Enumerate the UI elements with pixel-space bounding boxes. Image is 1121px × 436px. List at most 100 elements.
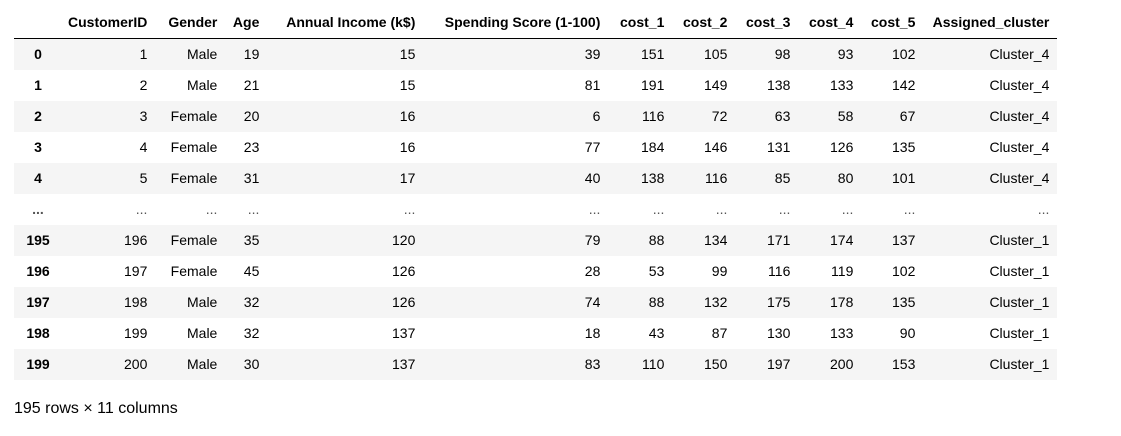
index-header xyxy=(14,6,62,39)
row-index: 197 xyxy=(26,294,50,310)
table-cell: ... xyxy=(841,201,854,217)
table-cell: 200 xyxy=(124,356,148,372)
table-cell: 134 xyxy=(704,232,728,248)
table-cell: Cluster_4 xyxy=(989,46,1050,63)
table-cell: ... xyxy=(715,201,728,217)
table-cell: 35 xyxy=(243,232,260,248)
header-row: CustomerID Gender Age Annual Income (k$) Spe… xyxy=(14,6,1058,39)
table-cell: Male xyxy=(187,356,218,372)
table-cell: 137 xyxy=(892,232,916,248)
table-cell: 30 xyxy=(243,356,260,372)
table-cell: 3 xyxy=(139,108,148,124)
table-cell: 153 xyxy=(892,356,916,372)
table-cell: 72 xyxy=(711,108,728,124)
table-cell: 79 xyxy=(584,232,601,248)
column-header: cost_2 xyxy=(672,6,736,39)
table-cell: ... xyxy=(588,201,601,217)
table-cell: 116 xyxy=(705,170,728,186)
table-cell: Cluster_4 xyxy=(989,108,1050,124)
table-row: 199 200 Male 30 137 83 110 150 197 200 153 Cluster_… xyxy=(14,348,1058,380)
table-cell: 120 xyxy=(392,232,416,248)
table-header: CustomerID Gender Age Annual Income (k$) Spe… xyxy=(14,6,1058,39)
table-cell: 132 xyxy=(704,294,728,310)
row-index: 3 xyxy=(34,139,42,155)
table-cell: 85 xyxy=(774,170,791,186)
table-cell: 88 xyxy=(648,232,665,248)
table-cell: 6 xyxy=(592,108,601,124)
table-cell: 133 xyxy=(830,325,854,341)
table-cell: 184 xyxy=(641,139,665,155)
table-cell: ... xyxy=(135,201,148,217)
table-row: 198 199 Male 32 137 18 43 87 130 133 90 Cluster_1 xyxy=(14,317,1058,349)
table-cell: 149 xyxy=(704,77,728,93)
table-cell: 98 xyxy=(774,46,791,63)
table-row: 0 1 Male 19 15 39 151 105 98 93 102 Cluster_4 xyxy=(14,38,1058,70)
table-cell: 101 xyxy=(892,170,916,186)
table-body: 0 1 Male 19 15 39 151 105 98 93 102 Cluster_4 1 2 Male… xyxy=(14,38,1058,380)
table-row: 1 2 Male 21 15 81 191 149 138 133 142 Cluster_4 xyxy=(14,69,1058,101)
table-cell: 93 xyxy=(837,46,854,63)
table-cell: 197 xyxy=(767,356,791,372)
table-cell: Female xyxy=(170,170,218,186)
table-cell: 130 xyxy=(767,325,791,341)
table-cell: Cluster_1 xyxy=(989,232,1050,248)
table-cell: 178 xyxy=(830,294,854,310)
row-index: 2 xyxy=(34,108,42,124)
table-cell: 17 xyxy=(399,170,416,186)
table-cell: 90 xyxy=(899,325,916,341)
table-cell: 15 xyxy=(399,46,416,63)
table-cell: ... xyxy=(778,201,791,217)
table-cell: Male xyxy=(187,325,218,341)
table-cell: 53 xyxy=(648,263,665,279)
table-cell: 116 xyxy=(642,108,665,124)
table-cell: 18 xyxy=(584,325,601,341)
table-cell: Male xyxy=(187,294,218,310)
table-row: 2 3 Female 20 16 6 116 72 63 58 67 Cluster_4 xyxy=(14,100,1058,132)
table-cell: 67 xyxy=(899,108,916,124)
table-cell: 16 xyxy=(399,139,416,155)
column-header: cost_4 xyxy=(798,6,862,39)
table-cell: 77 xyxy=(584,139,601,155)
table-cell: Female xyxy=(170,139,218,155)
table-cell: 196 xyxy=(124,232,148,248)
table-cell: ... xyxy=(205,201,218,217)
table-cell: 119 xyxy=(831,263,854,279)
table-cell: 191 xyxy=(641,77,665,93)
table-cell: Female xyxy=(170,263,218,279)
table-cell: 137 xyxy=(392,325,416,341)
table-cell: 199 xyxy=(124,325,148,341)
table-cell: 126 xyxy=(392,294,416,310)
table-cell: 137 xyxy=(392,356,416,372)
table-cell: 2 xyxy=(139,77,148,93)
table-cell: 102 xyxy=(892,46,916,63)
table-cell: Male xyxy=(187,77,218,93)
row-index: 0 xyxy=(34,46,42,63)
table-row: 197 198 Male 32 126 74 88 132 175 178 135 Cluster_1 xyxy=(14,286,1058,318)
table-cell: 146 xyxy=(704,139,728,155)
table-cell: 110 xyxy=(642,356,665,372)
row-index: 196 xyxy=(26,263,50,279)
table-cell: 45 xyxy=(243,263,260,279)
column-header: Annual Income (k$) xyxy=(267,6,424,39)
table-cell: 138 xyxy=(767,77,791,93)
column-header: cost_5 xyxy=(861,6,924,39)
table-cell: Cluster_1 xyxy=(989,325,1050,341)
table-cell: Female xyxy=(170,232,218,248)
table-cell: Cluster_1 xyxy=(989,356,1050,372)
table-cell: Male xyxy=(187,46,218,63)
table-cell: 200 xyxy=(830,356,854,372)
table-cell: 39 xyxy=(584,46,601,63)
table-cell: 19 xyxy=(243,46,260,63)
table-cell: 105 xyxy=(704,46,728,63)
table-cell: 80 xyxy=(837,170,854,186)
table-row: 4 5 Female 31 17 40 138 116 85 80 101 Cluster_4 xyxy=(14,162,1058,194)
table-cell: 31 xyxy=(243,170,260,186)
table-cell: 23 xyxy=(243,139,260,155)
table-cell: 150 xyxy=(704,356,728,372)
table-cell: 63 xyxy=(774,108,791,124)
table-cell: 1 xyxy=(139,46,148,63)
table-cell: 175 xyxy=(767,294,791,310)
table-cell: 32 xyxy=(243,294,260,310)
table-cell: 131 xyxy=(767,139,791,155)
table-cell: ... xyxy=(403,201,416,217)
